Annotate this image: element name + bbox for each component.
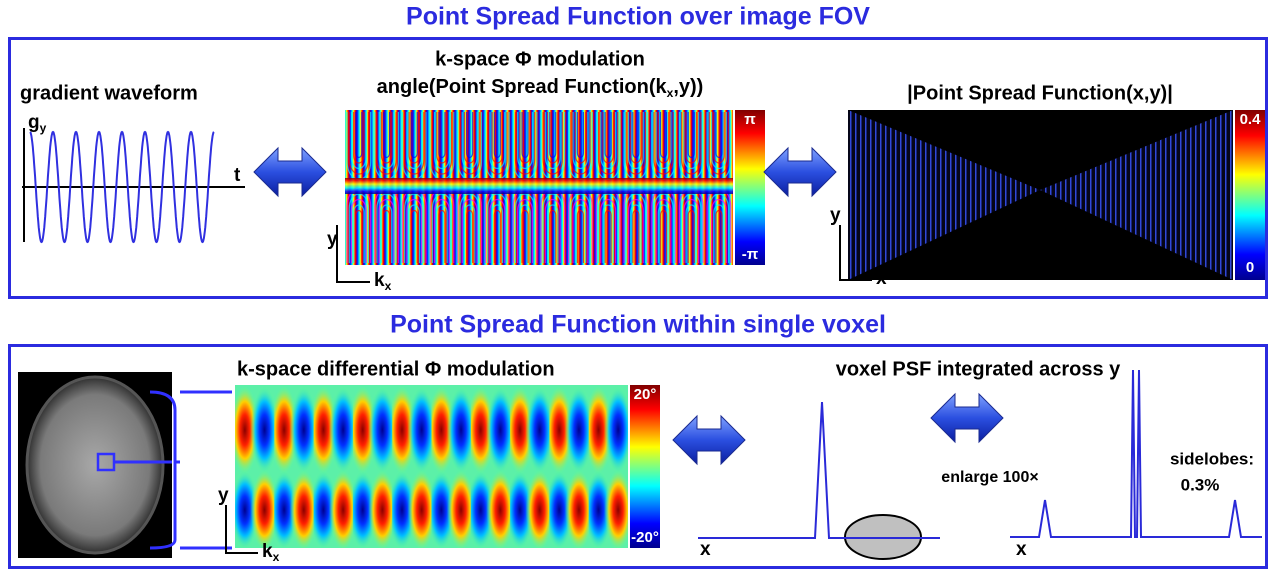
- colorbar-min: 0: [1246, 259, 1254, 276]
- sidelobes-label: sidelobes:: [1170, 449, 1254, 468]
- x-axis-label: x: [700, 539, 711, 560]
- figure: Point Spread Function over image FOV gra…: [0, 0, 1276, 573]
- double-arrow: [254, 148, 326, 196]
- sidelobes-value: 0.3%: [1181, 475, 1220, 494]
- label: k: [374, 270, 385, 291]
- subscript: y: [40, 121, 47, 135]
- double-arrow: [764, 148, 836, 196]
- colorbar: [735, 110, 765, 265]
- bottom-title: Point Spread Function within single voxe…: [390, 311, 886, 339]
- y-axis-label: y: [327, 229, 338, 250]
- double-arrow: [931, 394, 1003, 442]
- x-axis-label: t: [234, 165, 241, 186]
- label: angle(Point Spread Function(k: [377, 76, 668, 98]
- x-axis-label: x: [1016, 539, 1027, 560]
- phase-band: [345, 178, 733, 194]
- label: g: [28, 112, 40, 133]
- subscript: x: [385, 279, 392, 293]
- colorbar: [630, 385, 660, 548]
- y-axis-label: y: [218, 485, 229, 506]
- x-axis-label: kx: [374, 270, 392, 293]
- psf-map-title: |Point Spread Function(x,y)|: [907, 82, 1173, 104]
- diff-map: [235, 385, 628, 548]
- brain: [27, 377, 163, 553]
- waveform-label: gradient waveform: [20, 82, 198, 104]
- subscript: x: [273, 550, 280, 564]
- colorbar-min: -π: [742, 246, 759, 263]
- bracket: [180, 392, 232, 548]
- top-title: Point Spread Function over image FOV: [406, 3, 870, 31]
- y-axis-label: gy: [28, 112, 47, 135]
- voxel-psf-title: voxel PSF integrated across y: [836, 358, 1121, 380]
- colorbar: [1235, 110, 1265, 280]
- diff-map-title: k-space differential Φ modulation: [237, 358, 555, 380]
- label: ,y)): [673, 76, 703, 98]
- colorbar-min: -20°: [631, 529, 659, 546]
- colorbar-max: 20°: [634, 386, 657, 403]
- label: k: [262, 541, 273, 562]
- colorbar-max: 0.4: [1240, 111, 1262, 128]
- phase-map-subtitle: angle(Point Spread Function(kx,y)): [377, 76, 704, 100]
- y-axis-label: y: [830, 205, 841, 226]
- colorbar-max: π: [744, 111, 756, 128]
- enlarge-label: enlarge 100×: [941, 469, 1038, 486]
- phase-map-title: k-space Φ modulation: [435, 48, 645, 70]
- x-axis-label: x: [876, 268, 887, 289]
- double-arrow: [673, 416, 745, 464]
